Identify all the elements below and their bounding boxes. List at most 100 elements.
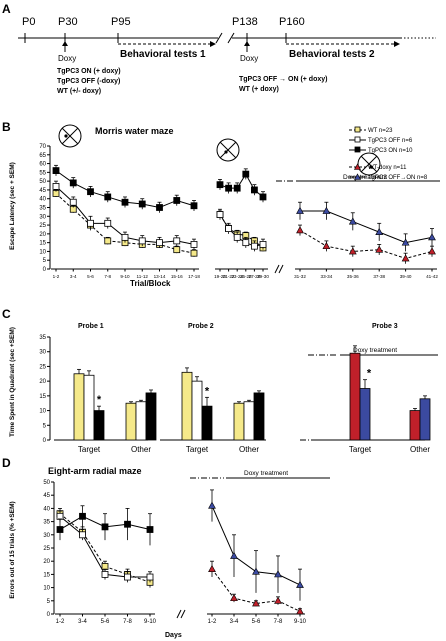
legend-wt: WT n=23	[368, 128, 393, 134]
y-tick-label: 15	[43, 572, 50, 578]
data-point-tgpc3-off-on-n-8	[296, 206, 304, 214]
data-point-wt-doxy-n-11	[296, 226, 304, 234]
x-tick-label: 35-36	[347, 274, 359, 279]
doxy-treatment-label-d: Doxy treatment	[244, 470, 288, 477]
data-point-tgpc3-off-on-n-8	[296, 580, 304, 588]
y-tick-label: 45	[39, 188, 46, 194]
data-point-tgpc3-off-on-n-8	[322, 206, 331, 214]
legend-tgon: TgPC3 ON n=10	[368, 148, 413, 154]
legend-offon: TgPC3 OFF→ON n=8	[368, 175, 428, 181]
x-tick-label: 29-30	[257, 274, 269, 279]
doxy-label-2: Doxy	[240, 54, 258, 63]
doxy-label-1: Doxy	[58, 54, 76, 63]
data-point-tgpc3-off-n-6	[233, 233, 241, 241]
data-point-wt-n-23	[104, 237, 112, 245]
data-point-tgpc3-off-n-6	[190, 240, 198, 248]
timepoint-p95: P95	[111, 16, 131, 28]
x-tick-label: 23-24	[231, 274, 243, 279]
data-point-tgpc3-off-n-6	[259, 240, 267, 248]
significance-marker: *	[205, 385, 210, 397]
data-point-tgpc3-off-n-6	[104, 219, 112, 227]
y-tick-label: 25	[39, 364, 46, 370]
data-point-tgpc3-off-n-6	[225, 225, 233, 232]
data-point-wt-doxy-n-11	[252, 599, 260, 607]
data-point-tgpc3-on-n-10	[104, 193, 112, 201]
data-point-tgpc3-off-n-6	[173, 237, 181, 245]
panel-a-label: A	[2, 2, 11, 16]
y-tick-label: 5	[47, 599, 51, 605]
group-1-1: TgPC3 ON (+ doxy)	[57, 68, 121, 75]
maze-icon-2	[216, 138, 240, 162]
y-tick-label: 5	[43, 258, 47, 264]
y-tick-label: 45	[43, 493, 50, 499]
data-point-tgpc3-off-n-6	[156, 239, 163, 247]
data-point-tgpc3-off-n-6	[250, 242, 258, 250]
bar	[145, 392, 157, 441]
maze-icon-1	[58, 124, 82, 148]
y-tick-label: 40	[43, 506, 50, 512]
y-tick-label: 0	[43, 267, 47, 273]
y-tick-label: 55	[39, 170, 46, 176]
x-tick-label: 33-34	[321, 274, 333, 279]
doxy-arrow-1-head	[62, 41, 68, 46]
x-tick-label: 27-28	[249, 274, 261, 279]
y-tick-label: 35	[39, 335, 46, 341]
data-point-tgpc3-off-on-n-8	[230, 551, 238, 559]
axis-break	[180, 609, 186, 619]
axis-break	[176, 609, 182, 619]
x-tick-label: 11-12	[137, 274, 149, 279]
data-point-tgpc3-on-n-10	[69, 179, 77, 187]
x-tick-label: 5-6	[101, 619, 110, 625]
y-tick-label: 70	[39, 144, 46, 150]
bar	[253, 392, 265, 441]
x-tick-label: 7-8	[274, 619, 283, 625]
y-tick-label: 20	[39, 232, 46, 238]
probe-title: Probe 1	[78, 323, 104, 330]
x-tick-label: 7-8	[123, 619, 132, 625]
x-tick-label: 19-20	[214, 274, 226, 279]
data-point-tgpc3-off-n-6	[138, 237, 146, 245]
bar	[419, 398, 431, 441]
doxy-arrow-2-head	[244, 41, 250, 46]
y-tick-label: 10	[43, 586, 50, 592]
x-tick-label: 15-16	[171, 274, 183, 279]
x-tick-label: 41-42	[426, 274, 438, 279]
data-point-tgpc3-off-n-6	[87, 219, 94, 227]
data-point-wt-doxy-n-11	[348, 247, 357, 255]
data-point-wt-doxy-n-11	[230, 593, 238, 602]
x-tick-label: 3-4	[78, 619, 87, 625]
x-category-label: Other	[239, 445, 259, 454]
data-point-tgpc3-off-on-n-8	[375, 227, 384, 235]
data-point-tgpc3-on-n-10	[138, 200, 146, 208]
group-2-2: WT (+ doxy)	[239, 86, 279, 93]
y-tick-label: 60	[39, 162, 46, 168]
panel-d: D Eight-arm radial maze Days Errors out …	[2, 456, 330, 639]
data-point-tgpc3-off-on-n-8	[208, 501, 216, 509]
x-tick-label: 5-6	[252, 619, 261, 625]
data-point-tgpc3-on-n-10	[101, 523, 109, 531]
data-point-tgpc3-off-n-6	[121, 233, 129, 241]
bar	[359, 388, 371, 441]
x-tick-label: 25-26	[240, 274, 252, 279]
panel-b-ylabel: Escape Latency (sec + SEM)	[9, 162, 16, 250]
data-point-tgpc3-on-n-10	[124, 520, 131, 528]
panel-d-label: D	[2, 456, 11, 470]
data-point-tgpc3-on-n-10	[225, 184, 233, 192]
series-line-tgpc3-off-on-n-8	[300, 210, 433, 244]
data-point-wt-doxy-n-11	[208, 564, 216, 573]
timepoint-p160: P160	[279, 16, 305, 28]
x-tick-label: 9-10	[120, 274, 130, 279]
data-point-wt-n-23	[101, 563, 109, 570]
y-tick-label: 15	[39, 241, 46, 247]
axis-break	[278, 264, 284, 274]
plot-d: 0 5 10 15 20 25 30 35 40 45 50 1-2 3-4 5-6 7-8 9-10 1-2 3…	[43, 480, 306, 625]
doxy-treatment-label-c: Doxy treatment	[353, 347, 397, 354]
data-point-tgpc3-off-n-6	[69, 198, 77, 206]
panel-c-label: C	[2, 307, 11, 321]
y-tick-label: 35	[43, 520, 50, 526]
data-point-wt-doxy-n-11	[375, 245, 384, 253]
y-tick-label: 30	[43, 533, 50, 539]
panel-d-xlabel: Days	[165, 632, 182, 639]
panel-a: A P0 P30 P95 P138 P160 Doxy Doxy Behavio…	[2, 2, 436, 95]
panel-b-title: Morris water maze	[95, 126, 174, 136]
